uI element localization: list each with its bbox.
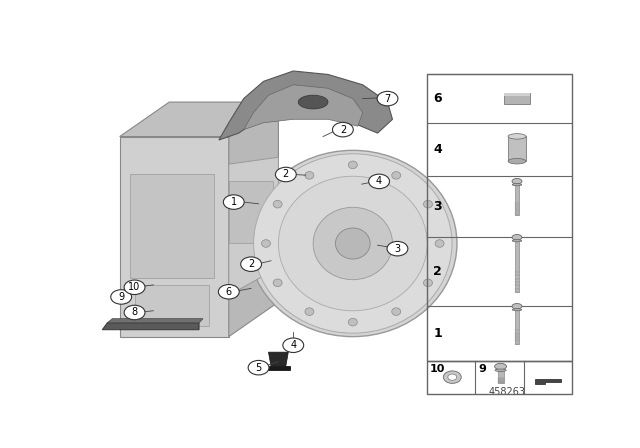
Ellipse shape [444, 371, 461, 383]
Circle shape [283, 338, 304, 353]
Ellipse shape [273, 200, 282, 208]
Ellipse shape [495, 369, 506, 371]
Ellipse shape [313, 207, 392, 280]
Text: 2: 2 [248, 259, 254, 269]
Ellipse shape [248, 151, 457, 336]
FancyBboxPatch shape [134, 285, 209, 326]
FancyBboxPatch shape [229, 181, 273, 244]
FancyBboxPatch shape [129, 174, 214, 278]
Polygon shape [120, 102, 278, 137]
Ellipse shape [392, 172, 401, 179]
Ellipse shape [448, 374, 457, 380]
Circle shape [248, 361, 269, 375]
FancyBboxPatch shape [515, 240, 520, 292]
Ellipse shape [298, 95, 328, 109]
Ellipse shape [512, 303, 522, 309]
Ellipse shape [424, 279, 433, 287]
Ellipse shape [435, 240, 444, 247]
Polygon shape [229, 157, 278, 295]
Text: 4: 4 [433, 143, 442, 156]
Ellipse shape [262, 240, 271, 247]
Polygon shape [229, 102, 278, 336]
FancyBboxPatch shape [498, 370, 504, 383]
Text: 458263: 458263 [488, 387, 525, 397]
Polygon shape [219, 71, 392, 140]
FancyBboxPatch shape [508, 136, 526, 161]
FancyBboxPatch shape [515, 184, 520, 215]
Text: 8: 8 [131, 307, 138, 318]
Ellipse shape [253, 154, 452, 333]
Circle shape [332, 122, 353, 137]
Text: 3: 3 [394, 244, 401, 254]
FancyBboxPatch shape [504, 94, 530, 95]
Text: 2: 2 [340, 125, 346, 135]
Text: 6: 6 [433, 92, 442, 105]
Text: 9: 9 [118, 292, 124, 302]
Text: 5: 5 [255, 363, 262, 373]
Circle shape [387, 241, 408, 256]
Polygon shape [108, 319, 203, 323]
Ellipse shape [273, 279, 282, 287]
Text: 1: 1 [433, 327, 442, 340]
Ellipse shape [305, 172, 314, 179]
Ellipse shape [508, 159, 526, 164]
Polygon shape [120, 137, 229, 336]
Polygon shape [244, 85, 363, 129]
Circle shape [377, 91, 398, 106]
Ellipse shape [278, 176, 428, 311]
Circle shape [223, 195, 244, 209]
Polygon shape [269, 352, 288, 366]
Text: 2: 2 [283, 169, 289, 180]
Text: 4: 4 [290, 340, 296, 350]
Text: 4: 4 [376, 177, 382, 186]
Text: 3: 3 [433, 200, 442, 213]
Text: 7: 7 [385, 94, 390, 103]
Ellipse shape [348, 161, 357, 168]
Text: 1: 1 [230, 197, 237, 207]
Polygon shape [102, 323, 199, 330]
Circle shape [369, 174, 390, 189]
Ellipse shape [512, 309, 522, 311]
Ellipse shape [392, 308, 401, 315]
Ellipse shape [512, 178, 522, 184]
FancyBboxPatch shape [515, 309, 520, 344]
Ellipse shape [508, 134, 526, 139]
Text: 10: 10 [430, 363, 445, 374]
Text: 2: 2 [433, 265, 442, 278]
Circle shape [124, 280, 145, 294]
Circle shape [111, 290, 132, 304]
Ellipse shape [495, 363, 506, 370]
Circle shape [124, 305, 145, 320]
Circle shape [241, 257, 262, 271]
Ellipse shape [512, 184, 522, 186]
Ellipse shape [424, 200, 433, 208]
Circle shape [218, 284, 239, 299]
Ellipse shape [512, 234, 522, 240]
Ellipse shape [512, 240, 522, 242]
FancyBboxPatch shape [268, 366, 290, 370]
Ellipse shape [305, 308, 314, 315]
Ellipse shape [335, 228, 370, 259]
Polygon shape [535, 379, 561, 384]
FancyBboxPatch shape [504, 94, 530, 104]
Text: 9: 9 [479, 363, 486, 374]
Text: 6: 6 [226, 287, 232, 297]
Circle shape [275, 167, 296, 182]
Text: 10: 10 [129, 282, 141, 292]
Ellipse shape [348, 319, 357, 326]
